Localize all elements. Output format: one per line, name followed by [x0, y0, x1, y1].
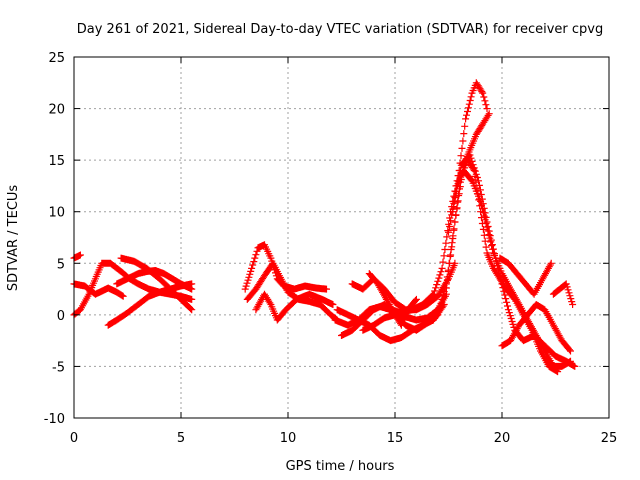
y-tick-label: 10	[48, 206, 65, 221]
x-tick-label: 10	[280, 431, 297, 446]
y-axis-label: SDTVAR / TECUs	[6, 185, 21, 292]
series-s20	[549, 280, 577, 308]
chart-title: Day 261 of 2021, Sidereal Day-to-day VTE…	[77, 22, 603, 37]
series-markers	[365, 270, 420, 329]
series-s7	[241, 241, 330, 293]
series-s19	[498, 301, 574, 355]
series-s10	[331, 79, 491, 329]
x-tick-label: 0	[70, 431, 78, 446]
y-tick-label: 15	[48, 154, 65, 169]
series-markers	[498, 301, 574, 355]
y-tick-label: 5	[57, 257, 65, 272]
grid	[74, 57, 609, 418]
series-markers	[113, 267, 196, 293]
x-tick-label: 20	[494, 431, 511, 446]
x-tick-label: 25	[601, 431, 618, 446]
series-markers	[449, 151, 579, 370]
series-markers	[241, 241, 330, 293]
y-tick-label: 0	[57, 309, 65, 324]
series-s14	[359, 290, 450, 334]
y-tick-label: -10	[44, 412, 65, 427]
series-s18	[496, 254, 555, 298]
y-tick-label: 25	[48, 51, 65, 66]
series-s12	[338, 156, 562, 376]
series-markers	[70, 251, 84, 262]
series-markers	[549, 280, 577, 308]
x-axis-label: GPS time / hours	[286, 459, 395, 474]
x-tick-label: 5	[177, 431, 185, 446]
plot-frame	[73, 56, 610, 419]
series-s6	[113, 267, 196, 293]
series-s3	[70, 251, 84, 262]
series-markers	[331, 79, 491, 329]
series-markers	[338, 156, 562, 376]
axis-ticks: 0 5 10 15 20 25 -10 -5 0 5 10 15 20 25	[44, 51, 618, 446]
series-markers	[496, 254, 555, 298]
series-s9	[252, 290, 337, 324]
y-tick-label: 20	[48, 103, 65, 118]
y-tick-label: -5	[52, 360, 65, 375]
series-markers	[359, 290, 450, 334]
series-s17	[449, 151, 579, 370]
series-markers	[252, 290, 337, 324]
x-tick-label: 15	[387, 431, 404, 446]
series-s15	[365, 270, 420, 329]
